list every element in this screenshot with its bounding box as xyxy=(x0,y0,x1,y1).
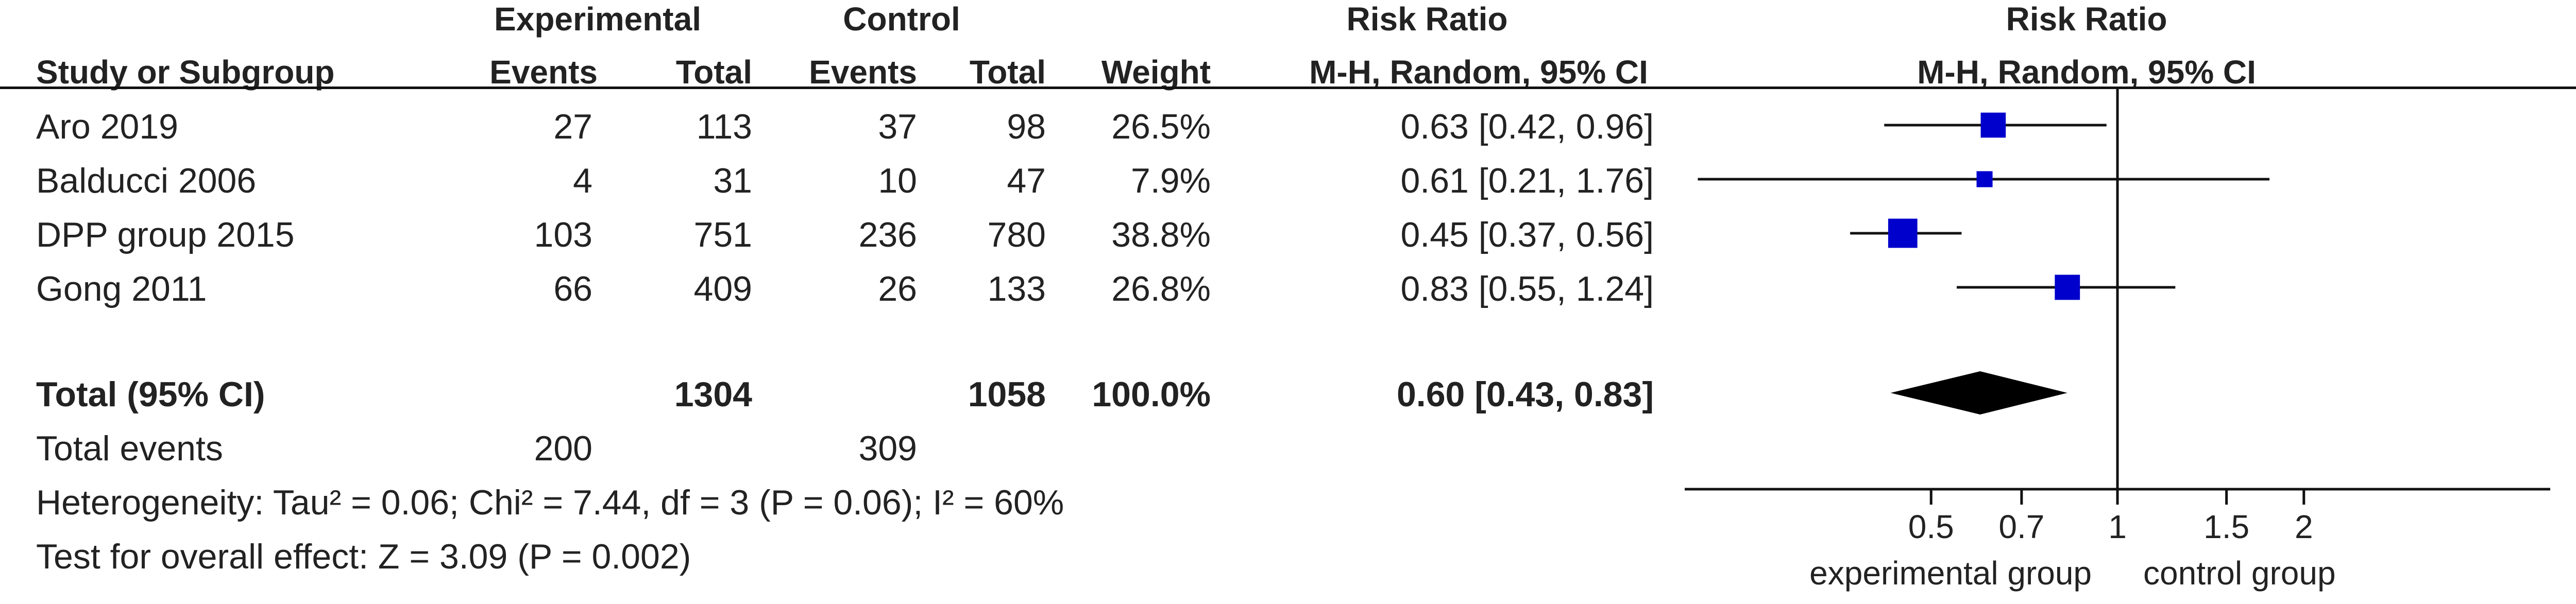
study-marker xyxy=(2055,274,2080,300)
control-group-header: Control xyxy=(843,1,960,38)
ctrl-total: 780 xyxy=(987,215,1046,254)
weight: 26.8% xyxy=(1111,269,1211,308)
exp-total: 113 xyxy=(696,107,752,146)
exp-total: 31 xyxy=(713,161,752,200)
ctrl-events: 37 xyxy=(878,107,917,146)
study-marker xyxy=(1888,218,1918,248)
favours-right-label: control group xyxy=(2143,555,2336,592)
weight: 26.5% xyxy=(1111,107,1211,146)
exp-events: 66 xyxy=(553,269,592,308)
ctrl-events: 236 xyxy=(858,215,917,254)
col-events-exp-header: Events xyxy=(489,54,598,91)
col-study-header: Study or Subgroup xyxy=(36,54,335,91)
plot-title: Risk Ratio xyxy=(2006,1,2167,38)
col-total-ctrl-header: Total xyxy=(969,54,1046,91)
ci-text: 0.61 [0.21, 1.76] xyxy=(1400,161,1654,200)
exp-events: 103 xyxy=(534,215,592,254)
total-events-label: Total events xyxy=(36,429,223,468)
total-exp: 1304 xyxy=(674,375,752,414)
study-marker xyxy=(1980,112,2006,138)
weight: 38.8% xyxy=(1111,215,1211,254)
x-tick-label: 1 xyxy=(2108,508,2127,545)
x-tick-label: 0.5 xyxy=(1908,508,1954,545)
ctrl-total: 98 xyxy=(1007,107,1046,146)
study-marker xyxy=(1976,171,1993,187)
favours-left-label: experimental group xyxy=(1809,555,2092,592)
ci-text: 0.83 [0.55, 1.24] xyxy=(1400,269,1654,308)
total-events-exp: 200 xyxy=(534,429,592,468)
ci-text: 0.45 [0.37, 0.56] xyxy=(1400,215,1654,254)
study-name: Aro 2019 xyxy=(36,107,178,146)
col-weight-header: Weight xyxy=(1101,54,1211,91)
exp-total: 751 xyxy=(693,215,752,254)
total-ci-text: 0.60 [0.43, 0.83] xyxy=(1396,375,1654,414)
x-tick-label: 0.7 xyxy=(1998,508,2044,545)
exp-events: 27 xyxy=(553,107,592,146)
col-total-exp-header: Total xyxy=(675,54,752,91)
header-rule xyxy=(0,87,2576,89)
x-tick-label: 2 xyxy=(2295,508,2313,545)
total-label: Total (95% CI) xyxy=(36,375,265,414)
ctrl-total: 133 xyxy=(987,269,1046,308)
total-events-ctrl: 309 xyxy=(858,429,917,468)
ctrl-total: 47 xyxy=(1007,161,1046,200)
total-weight: 100.0% xyxy=(1092,375,1211,414)
col-events-ctrl-header: Events xyxy=(809,54,917,91)
weight: 7.9% xyxy=(1131,161,1211,200)
study-name: DPP group 2015 xyxy=(36,215,295,254)
ci-text: 0.63 [0.42, 0.96] xyxy=(1400,107,1654,146)
overall-effect-text: Test for overall effect: Z = 3.09 (P = 0… xyxy=(36,537,691,576)
risk-ratio-header: Risk Ratio xyxy=(1346,1,1508,38)
ctrl-events: 26 xyxy=(878,269,917,308)
exp-events: 4 xyxy=(573,161,592,200)
col-method-header: M-H, Random, 95% CI xyxy=(1309,54,1648,91)
plot-method: M-H, Random, 95% CI xyxy=(1917,54,2256,91)
heterogeneity-text: Heterogeneity: Tau² = 0.06; Chi² = 7.44,… xyxy=(36,483,1064,522)
experimental-group-header: Experimental xyxy=(494,1,701,38)
x-tick-label: 1.5 xyxy=(2204,508,2249,545)
total-ctrl: 1058 xyxy=(968,375,1046,414)
study-name: Balducci 2006 xyxy=(36,161,257,200)
exp-total: 409 xyxy=(693,269,752,308)
study-name: Gong 2011 xyxy=(36,269,207,308)
pooled-diamond xyxy=(1890,371,2067,415)
ctrl-events: 10 xyxy=(878,161,917,200)
